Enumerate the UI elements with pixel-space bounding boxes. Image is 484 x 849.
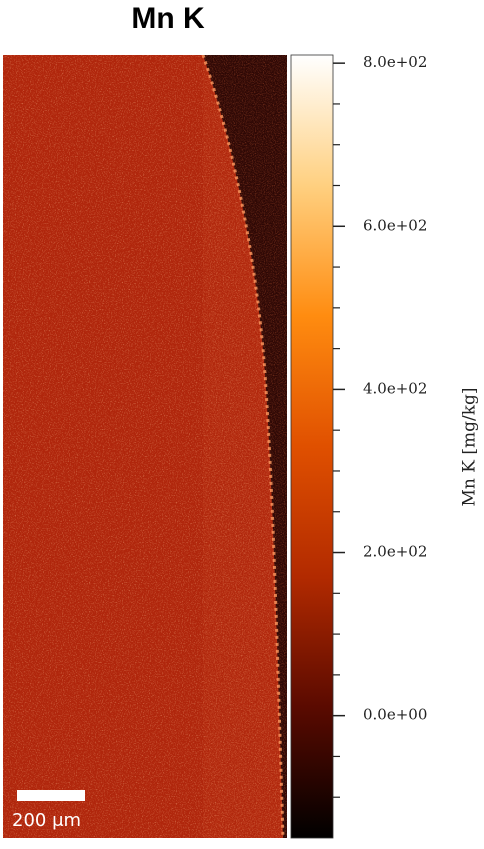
edge-highlight — [201, 55, 285, 838]
background-texture — [203, 55, 287, 838]
element-map: 200 μm — [3, 55, 287, 838]
scale-bar — [17, 790, 85, 801]
colorbar-tick-label: 6.0e+02 — [363, 216, 427, 234]
colorbar-tick-label: 4.0e+02 — [363, 379, 427, 397]
scale-bar-label: 200 μm — [12, 810, 81, 831]
colorbar-tick-label: 8.0e+02 — [363, 53, 427, 71]
chart-title: Mn K — [131, 2, 205, 35]
colorbar-tick-label: 2.0e+02 — [363, 543, 427, 561]
colorbar-label: Mn K [mg/kg] — [460, 387, 480, 506]
colorbar — [290, 54, 334, 839]
colorbar-tick-label: 0.0e+00 — [363, 706, 427, 724]
